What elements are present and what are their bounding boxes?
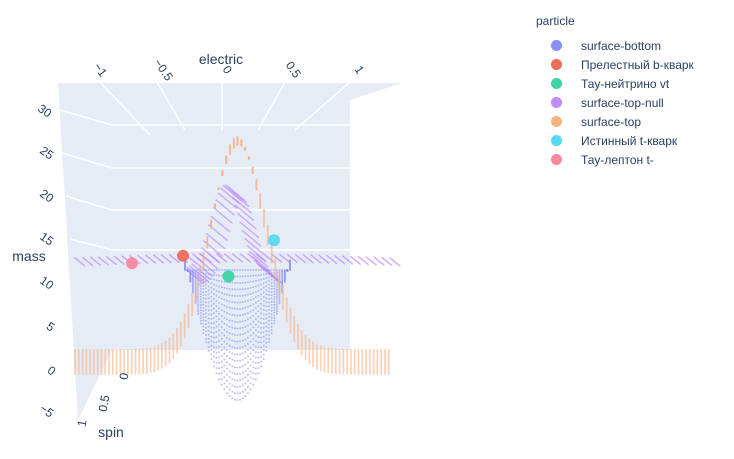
legend-item[interactable]: Истинный t-кварк [536, 131, 726, 150]
z-tick-label: 5 [44, 319, 58, 334]
y-tick-label: 0.5 [96, 394, 113, 413]
back-wall [58, 83, 402, 100]
legend-label: Истинный t-кварк [581, 133, 678, 148]
z-axis-title: mass [12, 248, 45, 264]
legend-marker [551, 135, 562, 146]
left-wall [58, 83, 112, 420]
legend-item[interactable]: Тау-лептон t- [536, 150, 726, 169]
legend-label: Прелестный b-кварк [581, 57, 694, 72]
legend-label: surface-top [581, 114, 642, 129]
surface-top [74, 135, 390, 375]
x-tick-label: −1 [91, 60, 111, 80]
x-tick-label: 1 [352, 63, 367, 77]
x-tick-label: 0.5 [283, 59, 304, 81]
data-point[interactable] [222, 270, 235, 283]
gridlines [59, 81, 351, 251]
legend-title: particle [536, 14, 575, 28]
legend-item[interactable]: surface-bottom [536, 36, 726, 55]
legend-item[interactable]: Тау-нейтрино vt [536, 74, 726, 93]
legend-item[interactable]: Прелестный b-кварк [536, 55, 726, 74]
y-tick-label: 0 [117, 371, 132, 380]
legend-marker [551, 116, 562, 127]
legend-marker [551, 154, 562, 165]
legend-item[interactable]: surface-top [536, 112, 726, 131]
legend-item[interactable]: surface-top-null [536, 93, 726, 112]
legend-marker [551, 40, 562, 51]
surfaces [74, 135, 401, 401]
x-axis-title: electric [199, 51, 243, 67]
z-tick-label: 0 [45, 363, 59, 378]
surface-bottom [184, 259, 291, 401]
legend-label: surface-top-null [581, 95, 664, 110]
y-axis-title: spin [98, 424, 124, 440]
legend-label: surface-bottom [581, 38, 662, 53]
legend-label: Тау-нейтрино vt [581, 76, 670, 91]
legend-marker [551, 59, 562, 70]
legend-marker [551, 78, 562, 89]
z-tick-label: 20 [37, 186, 56, 205]
legend-label: Тау-лептон t- [581, 152, 654, 167]
z-tick-label: 10 [37, 273, 56, 292]
x-tick-label: −0.5 [151, 56, 176, 84]
legend-marker [551, 97, 562, 108]
z-tick-label: −5 [37, 401, 57, 421]
data-point[interactable] [126, 257, 138, 270]
z-tick-label: 25 [37, 143, 56, 162]
z-tick-label: 30 [35, 101, 54, 120]
data-point[interactable] [268, 234, 280, 247]
z-tick-label: 15 [37, 229, 56, 248]
data-points [126, 234, 280, 283]
data-point[interactable] [177, 249, 189, 262]
legend: particle surface-bottom Прелестный b-квар… [536, 14, 726, 169]
y-tick-label: 1 [75, 418, 90, 427]
back-panel [112, 100, 350, 350]
